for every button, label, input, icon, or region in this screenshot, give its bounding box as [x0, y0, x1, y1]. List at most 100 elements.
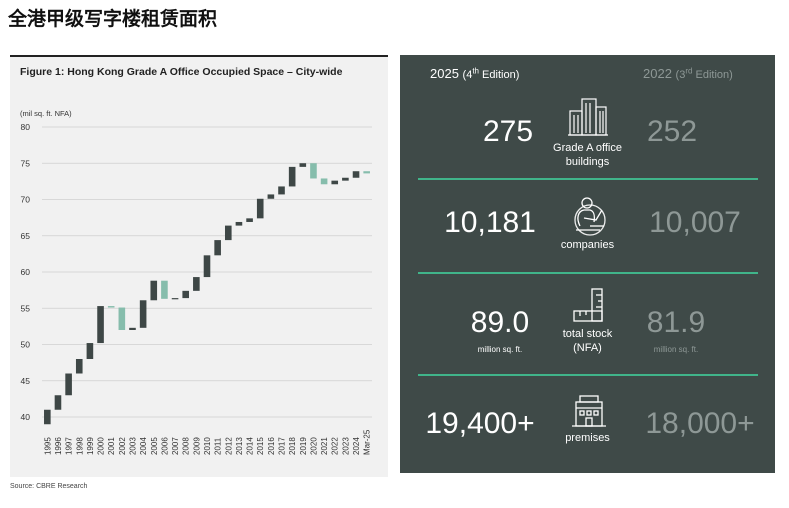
x-tick-label: 2003 [128, 437, 137, 455]
x-tick-label: 2024 [352, 437, 361, 455]
y-tick-label: 55 [21, 303, 31, 313]
x-tick-label: Mar-25 [363, 429, 372, 455]
bar-2010 [203, 255, 211, 278]
premises-2022-value: 18,000+ [645, 407, 755, 440]
y-tick-label: 80 [21, 122, 31, 132]
bar-2022 [331, 180, 339, 185]
buildings-label-line2: buildings [565, 156, 610, 168]
edition-2022-sup: rd [685, 66, 693, 76]
row-divider-1 [418, 178, 758, 180]
edition-2022-year: 2022 [643, 66, 672, 81]
companies-label: companies [545, 238, 630, 252]
bar-2008 [182, 290, 190, 299]
x-tick-label: 2006 [160, 437, 169, 455]
buildings-label-line1: Grade A office [553, 142, 622, 154]
bar-2024 [352, 171, 360, 178]
x-tick-label: 2015 [256, 437, 265, 455]
bar-2018 [288, 166, 296, 187]
x-tick-label: 2008 [182, 437, 191, 455]
x-tick-label: 1996 [54, 437, 63, 455]
edition-2022-sub: (3 [675, 69, 686, 81]
x-tick-label: 2020 [309, 437, 318, 455]
bar-2014 [246, 218, 253, 222]
x-tick-label: 2005 [150, 437, 159, 455]
x-tick-label: 2017 [278, 437, 287, 455]
bar-2004 [139, 300, 147, 328]
y-tick-label: 40 [21, 412, 31, 422]
x-tick-label: 2000 [97, 437, 106, 455]
bar-2013 [235, 221, 243, 226]
stats-panel [400, 55, 775, 473]
x-tick-label: 2002 [118, 437, 127, 455]
bar-2019 [299, 163, 307, 167]
edition-2025-sup: th [472, 66, 479, 76]
companies-2025-value: 10,181 [444, 206, 536, 239]
edition-2022-sub-post: Edition) [692, 69, 733, 81]
bar-2012 [224, 225, 232, 241]
bar-2002 [118, 307, 126, 330]
x-tick-label: 1997 [65, 437, 74, 455]
x-tick-label: 2018 [288, 437, 297, 455]
x-tick-label: 2009 [192, 437, 201, 455]
building-icon [572, 395, 606, 427]
premises-label: premises [545, 431, 630, 445]
page-heading: 全港甲级写字楼租赁面积 [8, 8, 218, 30]
bar-2023 [342, 177, 349, 181]
y-axis-label: (mil sq. ft. NFA) [20, 109, 72, 118]
edition-2025-header: 2025 (4th Edition) [430, 66, 519, 81]
x-tick-label: 1995 [43, 437, 52, 455]
bar-2006 [161, 280, 168, 299]
x-tick-label: 2012 [224, 437, 233, 455]
y-tick-label: 75 [21, 158, 31, 168]
stock-2022-value: 81.9 [646, 306, 706, 339]
bar-2020 [310, 163, 317, 179]
bar-Mar-25 [363, 171, 370, 174]
row-divider-3 [418, 374, 758, 376]
premises-2025-value: 19,400+ [425, 407, 535, 440]
person-laptop-icon [574, 197, 606, 236]
x-tick-label: 2021 [320, 437, 329, 455]
buildings-2022-value: 252 [646, 115, 698, 148]
buildings-label: Grade A office buildings [545, 141, 630, 169]
stock-label: total stock (NFA) [545, 327, 630, 355]
x-tick-label: 2023 [341, 437, 350, 455]
y-tick-label: 45 [21, 376, 31, 386]
x-tick-label: 2019 [299, 437, 308, 455]
y-tick-label: 50 [21, 340, 31, 350]
chart-title: Figure 1: Hong Kong Grade A Office Occup… [20, 66, 343, 78]
bar-2011 [214, 240, 221, 256]
bar-1995 [44, 409, 51, 425]
buildings-2025-value: 275 [482, 115, 534, 148]
ruler-icon [573, 288, 603, 322]
edition-2025-sub: (4 [462, 69, 473, 81]
bar-1999 [86, 343, 94, 359]
edition-2022-header: 2022 (3rd Edition) [643, 66, 733, 81]
x-tick-label: 2001 [107, 437, 116, 455]
office-buildings-icon [568, 98, 608, 136]
bar-2009 [193, 277, 200, 291]
edition-2025-year: 2025 [430, 66, 459, 81]
source-note: Source: CBRE Research [10, 483, 88, 490]
row-divider-2 [418, 272, 758, 274]
y-tick-label: 60 [21, 267, 31, 277]
x-tick-label: 2011 [214, 437, 223, 455]
x-tick-label: 1999 [86, 437, 95, 455]
companies-2022-value: 10,007 [649, 206, 741, 239]
stock-2022-unit: million sq. ft. [653, 345, 699, 354]
stock-label-line2: (NFA) [573, 342, 602, 354]
bar-1997 [65, 373, 72, 396]
bar-2003 [129, 327, 136, 330]
x-tick-label: 2010 [203, 437, 212, 455]
bar-2015 [256, 198, 264, 219]
x-tick-label: 2004 [139, 437, 148, 455]
bar-2021 [320, 178, 328, 185]
stock-label-line1: total stock [562, 328, 613, 340]
bar-2016 [267, 194, 275, 199]
bar-2000 [97, 306, 104, 344]
companies-label-line1: companies [560, 239, 615, 251]
bar-2007 [171, 298, 179, 300]
edition-2025-sub-post: Edition) [479, 69, 520, 81]
bar-1998 [75, 359, 83, 374]
x-tick-label: 2007 [171, 437, 180, 455]
bar-2001 [107, 306, 115, 308]
